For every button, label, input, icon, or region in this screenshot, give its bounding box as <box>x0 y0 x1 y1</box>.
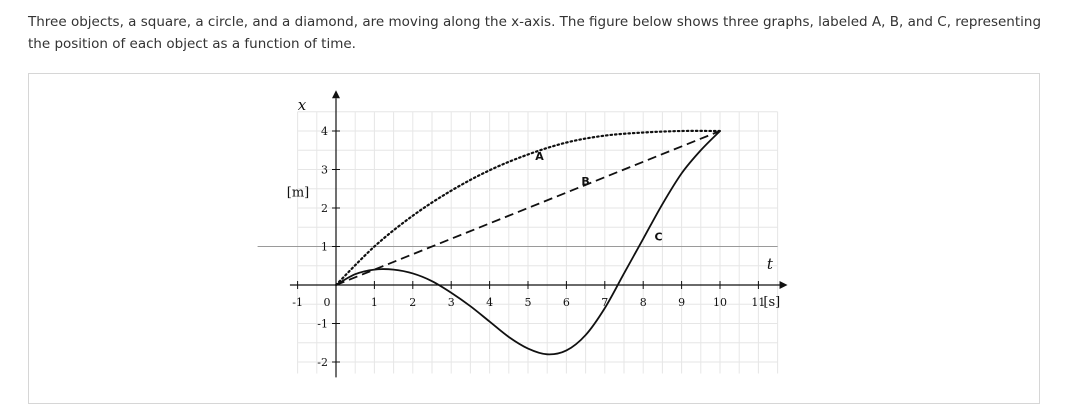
position-time-chart: -1 0 1 2 3 4 5 6 7 8 9 10 11 -2 -1 1 2 3 4 t [s] x [m] A B C <box>257 90 788 378</box>
y-tick-label: -2 <box>317 356 328 369</box>
x-tick-label: 4 <box>486 296 493 309</box>
series-label-a: A <box>535 150 544 163</box>
y-tick-label: 4 <box>321 125 328 138</box>
figure-panel: -1 0 1 2 3 4 5 6 7 8 9 10 11 -2 -1 1 2 3 4 t [s] x [m] A B C <box>28 73 1040 404</box>
y-tick-label: 3 <box>321 164 328 177</box>
x-tick-label: 1 <box>371 296 378 309</box>
series-line-c <box>335 130 721 356</box>
x-tick-label: 6 <box>563 296 570 309</box>
x-tick-label: 11 <box>751 296 765 309</box>
time-axis-arrow <box>779 281 788 289</box>
position-axis-arrow <box>332 90 340 99</box>
series-line-b <box>335 130 721 286</box>
time-axis-unit: [s] <box>763 295 780 310</box>
x-tick-label: 8 <box>640 296 647 309</box>
y-tick-label: -1 <box>317 318 328 331</box>
series-line-a <box>334 129 722 287</box>
time-axis-label: t <box>767 255 774 273</box>
question-text: Three objects, a square, a circle, and a… <box>28 14 1042 52</box>
x-tick-label: 7 <box>601 296 608 309</box>
position-axis-label: x <box>298 96 307 114</box>
position-axis-unit: [m] <box>287 185 309 200</box>
x-tick-label: 9 <box>678 296 685 309</box>
y-tick-label: 1 <box>321 241 328 254</box>
y-tick-label: 2 <box>321 202 328 215</box>
x-tick-label: 10 <box>713 296 727 309</box>
series-label-b: B <box>581 175 589 188</box>
x-tick-label: -1 <box>292 296 303 309</box>
x-tick-label: 3 <box>448 296 455 309</box>
series-label-c: C <box>655 231 663 244</box>
x-tick-label: 0 <box>324 296 331 309</box>
x-tick-label: 5 <box>525 296 532 309</box>
x-tick-label: 2 <box>409 296 416 309</box>
